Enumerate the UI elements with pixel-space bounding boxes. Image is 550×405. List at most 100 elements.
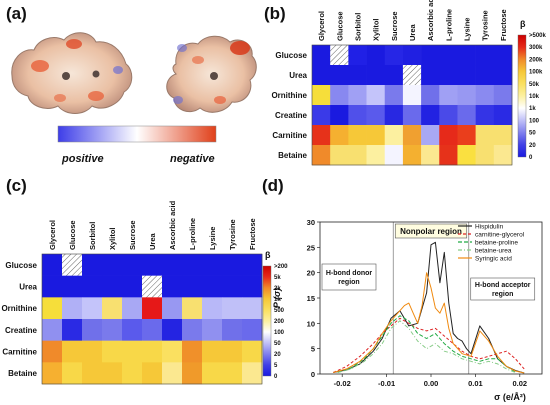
y-tick-label: 0 [311, 370, 315, 379]
colorbar-beta-label: β [265, 250, 271, 260]
heatmap-cell [457, 85, 476, 106]
heatmap-cell [384, 65, 404, 86]
heatmap-cell [457, 65, 476, 86]
heatmap-cell [182, 319, 203, 341]
y-tick-label: 30 [307, 218, 315, 227]
heatmap-cell [475, 125, 495, 146]
heatmap-cell [348, 45, 367, 66]
heatmap-cell [182, 362, 203, 385]
heatmap-cell [348, 125, 367, 146]
panel-label-d: (d) [262, 176, 284, 195]
heatmap-cell [102, 340, 123, 363]
column-label: Glucose [68, 220, 77, 250]
colorbar-tick-label: 20 [274, 352, 281, 358]
heatmap-cell [82, 275, 103, 298]
heatmap-cell [62, 319, 83, 341]
heatmap-cell [242, 297, 263, 320]
column-label: Tyrosine [228, 219, 237, 250]
panel-label-c: (c) [6, 176, 27, 195]
heatmap-cell [402, 145, 422, 166]
heatmap-cell [162, 254, 183, 276]
heatmap-cell [242, 340, 263, 363]
heatmap-cell [475, 65, 495, 86]
x-tick-label: 0.02 [512, 379, 527, 388]
heatmap-cell [384, 45, 404, 66]
heatmap-cell [122, 340, 143, 363]
heatmap-cell [222, 297, 243, 320]
legend-entry: carnitine-glycerol [475, 232, 525, 239]
colorbar-tick-label: 50 [529, 131, 536, 137]
heatmap-cell [402, 45, 422, 66]
donor-region-label: H-bond donor region [326, 270, 373, 286]
panel-label-a: (a) [6, 4, 27, 23]
heatmap-cell [202, 254, 223, 276]
heatmap-cell [62, 297, 83, 320]
y-tick-label: 5 [311, 345, 315, 354]
heatmap-cell [122, 319, 143, 341]
y-tick-label: 25 [307, 243, 315, 252]
heatmap-cell [330, 85, 349, 106]
heatmap-cell [102, 362, 123, 385]
column-label: Urea [148, 232, 157, 250]
colorbar-tick-label: 50 [274, 341, 281, 347]
heatmap-cell [202, 275, 223, 298]
row-label: Carnitine [2, 348, 37, 357]
column-label: Tyrosine [481, 10, 490, 41]
legend-entry: Hispidulin [475, 224, 504, 231]
legend-entry: betaine-urea [475, 248, 512, 255]
heatmap-cell [182, 275, 203, 298]
heatmap-cell [42, 254, 63, 276]
panel-d-chart: Nonpolar region H-bond donor region H-bond … [272, 218, 543, 402]
row-label: Betaine [278, 151, 307, 160]
heatmap-cell [142, 362, 163, 385]
heatmap-cell [312, 65, 331, 86]
heatmap-cell [142, 254, 163, 276]
panel-label-b: (b) [264, 4, 286, 23]
heatmap-cell [402, 85, 422, 106]
series-line-betaine-proline [337, 315, 516, 373]
heatmap-cell [384, 105, 404, 126]
heatmap-cell [122, 362, 143, 385]
series-line-betaine-urea [337, 320, 516, 373]
heatmap-cell [62, 340, 83, 363]
heatmap-cell [162, 275, 183, 298]
y-tick-label: 20 [307, 269, 315, 278]
heatmap-cell [348, 105, 367, 126]
colorbar-tick-label: 5k [274, 275, 281, 281]
heatmap-cell [82, 319, 103, 341]
heatmap-cell [122, 297, 143, 320]
heatmap-cell [384, 125, 404, 146]
y-tick-label: 10 [307, 319, 315, 328]
heatmap-cell [384, 85, 404, 106]
heatmap-cell [330, 65, 349, 86]
heatmap-cell [348, 145, 367, 166]
colorbar-beta-label: β [520, 19, 526, 29]
heatmap-cell [312, 105, 331, 126]
series-line-carnitine-glycerol [333, 317, 525, 373]
heatmap-cell [457, 125, 476, 146]
heatmap-cell [202, 340, 223, 363]
series-line-hispidulin [333, 241, 525, 374]
heatmap-cell [439, 125, 458, 146]
row-label: Betaine [8, 369, 37, 378]
heatmap-cell [475, 45, 495, 66]
y-tick-label: 15 [307, 294, 315, 303]
column-label: Ascorbic acid [168, 200, 177, 250]
hatched-cell [402, 65, 422, 86]
heatmap-cell [402, 105, 422, 126]
column-label: Sorbitol [353, 13, 362, 41]
heatmap-cell [42, 340, 63, 363]
heatmap-cell [421, 145, 440, 166]
acceptor-region-box [470, 277, 536, 301]
heatmap-cell [222, 340, 243, 363]
heatmap-frame [311, 44, 513, 166]
colorbar-tick-label: 20 [529, 143, 536, 149]
heatmap-cell [366, 125, 386, 146]
column-label: Ascorbic acid [426, 0, 435, 41]
heatmap-cell [457, 145, 476, 166]
colorbar-tick-label: 100k [529, 70, 543, 76]
column-label: Glucose [335, 11, 344, 41]
x-tick-label: -0.02 [334, 379, 351, 388]
colorbar-tick-label: >500k [529, 33, 547, 39]
acceptor-region-label: H-bond acceptor region [475, 282, 531, 298]
